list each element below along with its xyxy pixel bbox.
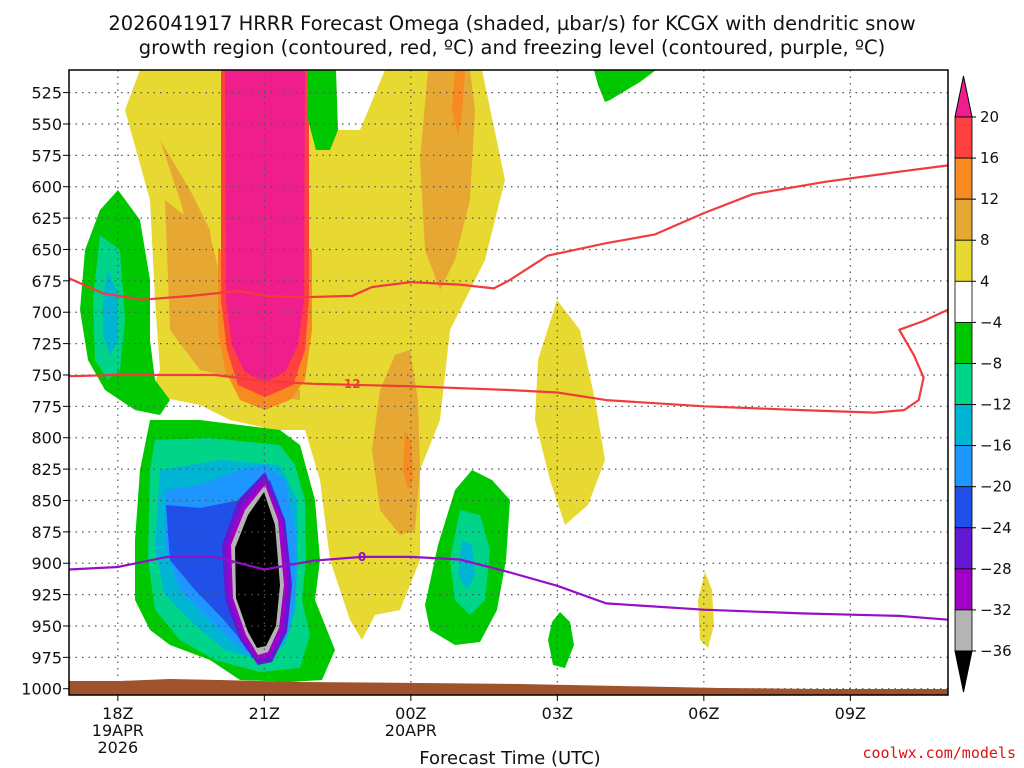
colorbar-swatch	[954, 486, 973, 529]
x-tick-label: 20APR	[385, 721, 437, 740]
colorbar-swatch	[954, 198, 973, 241]
x-tick-label: 00Z	[395, 704, 426, 723]
plot-frame	[68, 69, 949, 696]
colorbar-top-arrow	[954, 75, 973, 118]
contour-line	[69, 555, 948, 621]
x-tick-label: 18Z	[102, 704, 133, 723]
x-tick-label: 09Z	[835, 704, 866, 723]
colorbar-label: −8	[980, 354, 1002, 372]
x-tick-label: 2026	[97, 738, 138, 757]
colorbar-swatch	[954, 609, 973, 652]
y-tick-label: 575	[31, 146, 62, 165]
chart-title-line2: growth region (contoured, red, ºC) and f…	[139, 36, 886, 59]
y-tick-label: 525	[31, 84, 62, 103]
colorbar-swatch	[954, 239, 973, 282]
x-axis-label: Forecast Time (UTC)	[419, 748, 600, 768]
colorbar-label: −28	[980, 560, 1012, 578]
y-tick-label: 875	[31, 523, 62, 542]
y-tick-label: 725	[31, 335, 62, 354]
colorbar-label: 12	[980, 190, 999, 208]
x-tick-label: 19APR	[92, 721, 144, 740]
omega-fill-12	[403, 430, 413, 490]
colorbar-swatch	[954, 363, 973, 405]
omega-fill-12	[452, 70, 465, 135]
colorbar-label: 4	[980, 272, 990, 290]
colorbar: 20 16 12 8 4 −4 −8 −12 −16 −20 −24 −28 −32 −36	[954, 75, 1012, 693]
y-axis: 525 550 575 600 625 650 675 700 725 750 775 800 825 8…	[21, 84, 69, 699]
y-tick-label: 825	[31, 460, 62, 479]
plot-area	[69, 70, 948, 695]
colorbar-label: −24	[980, 519, 1012, 537]
omega-fill-20	[225, 70, 305, 382]
omega-fill-neg4	[548, 612, 574, 668]
colorbar-label: −20	[980, 478, 1012, 496]
y-tick-label: 975	[31, 648, 62, 667]
colorbar-label: −12	[980, 396, 1012, 414]
y-tick-label: 650	[31, 240, 62, 259]
y-tick-label: 600	[31, 178, 62, 197]
contour-line	[69, 164, 948, 301]
colorbar-label: 16	[980, 149, 999, 167]
omega-shading	[80, 70, 714, 682]
red-contour-label: 12	[344, 377, 361, 391]
x-tick-label: 03Z	[542, 704, 573, 723]
y-tick-label: 750	[31, 366, 62, 385]
colorbar-swatch	[954, 157, 973, 200]
y-tick-label: 550	[31, 115, 62, 134]
x-tick-label: 21Z	[249, 704, 280, 723]
colorbar-label: −16	[980, 437, 1012, 455]
colorbar-swatch	[954, 116, 973, 159]
omega-fill-4	[535, 300, 605, 525]
temperature-contours	[69, 164, 948, 621]
colorbar-swatch	[954, 280, 973, 323]
omega-fill-neg4	[308, 70, 338, 150]
omega-fill-neg4	[594, 70, 656, 102]
credit-text[interactable]: coolwx.com/models	[862, 744, 1016, 762]
y-tick-label: 675	[31, 272, 62, 291]
omega-fill-8	[160, 140, 300, 400]
y-tick-label: 900	[31, 554, 62, 573]
x-tick-label: 06Z	[688, 704, 719, 723]
y-tick-label: 700	[31, 303, 62, 322]
purple-contour-label: 0	[358, 550, 366, 564]
omega-fill-neg12	[103, 270, 118, 355]
colorbar-bottom-arrow	[954, 650, 973, 693]
colorbar-swatch	[954, 568, 973, 611]
colorbar-swatch	[954, 445, 973, 488]
contour-labels: 12 0	[344, 377, 366, 564]
y-tick-label: 625	[31, 209, 62, 228]
terrain-ground	[69, 679, 948, 695]
y-tick-label: 950	[31, 617, 62, 636]
omega-fill-neg12	[458, 540, 475, 590]
colorbar-label: −36	[980, 642, 1012, 660]
chart-title-line1: 2026041917 HRRR Forecast Omega (shaded, …	[108, 12, 915, 35]
grid-lines	[69, 70, 948, 695]
colorbar-swatch	[954, 321, 973, 364]
y-tick-label: 850	[31, 491, 62, 510]
y-tick-label: 1000	[21, 680, 62, 699]
omega-fill-neg36	[235, 492, 280, 648]
colorbar-label: −32	[980, 601, 1012, 619]
y-tick-label: 925	[31, 586, 62, 605]
contour-line	[69, 308, 948, 414]
colorbar-label: −4	[980, 313, 1002, 331]
omega-fill-8	[420, 70, 475, 290]
colorbar-label: 20	[980, 108, 999, 126]
colorbar-swatch	[954, 527, 973, 570]
y-tick-label: 775	[31, 397, 62, 416]
colorbar-label: 8	[980, 231, 990, 249]
colorbar-swatch	[954, 404, 973, 447]
y-tick-label: 800	[31, 429, 62, 448]
